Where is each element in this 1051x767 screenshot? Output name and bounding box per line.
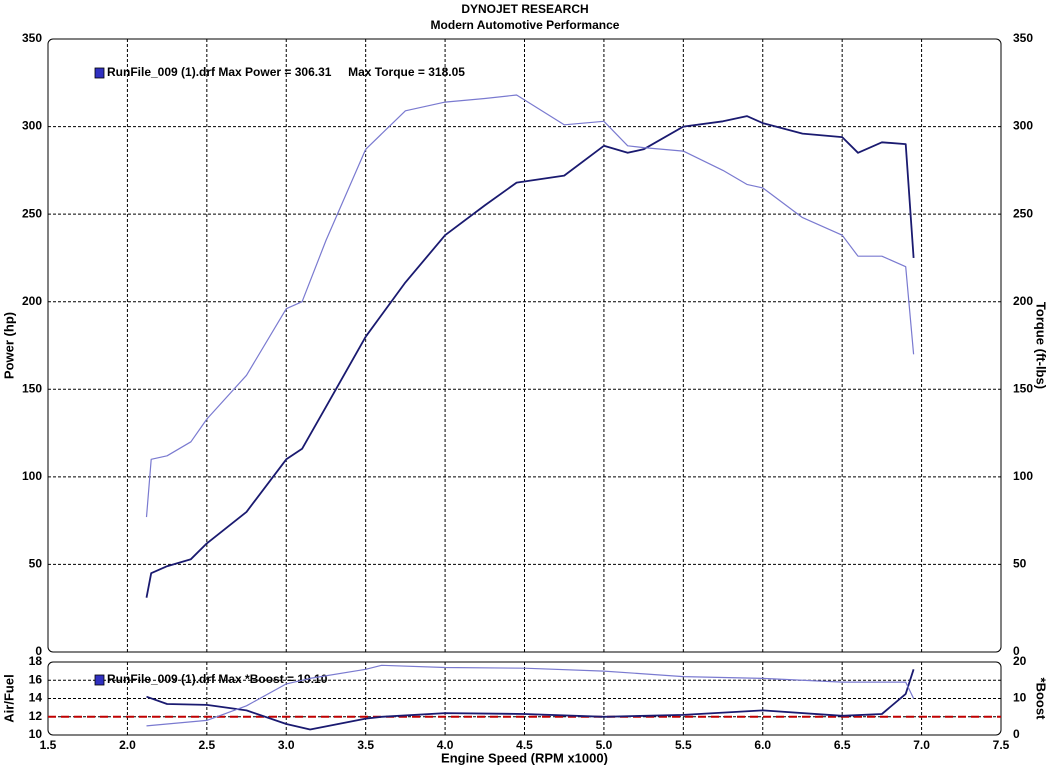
y-tick-label: 12: [29, 709, 43, 723]
x-tick-label: 4.0: [437, 738, 454, 752]
y2-tick-label: 0: [1013, 644, 1020, 658]
chart-title: DYNOJET RESEARCH: [461, 2, 588, 16]
x-axis-label: Engine Speed (RPM x1000): [441, 750, 608, 765]
y2-tick-label: 150: [1013, 381, 1033, 395]
y2-tick-label: 200: [1013, 294, 1033, 308]
y2-axis-label: *Boost: [1034, 678, 1049, 721]
y-tick-label: 14: [29, 691, 43, 705]
x-tick-label: 4.5: [516, 738, 533, 752]
y2-tick-label: 10: [1013, 691, 1027, 705]
y-tick-label: 150: [22, 381, 42, 395]
y-tick-label: 10: [29, 727, 43, 741]
series-line: [146, 664, 915, 727]
x-tick-label: 6.0: [754, 738, 771, 752]
y2-tick-label: 300: [1013, 119, 1033, 133]
x-tick-label: 5.5: [675, 738, 692, 752]
series-line: [146, 669, 915, 731]
x-tick-label: 3.5: [357, 738, 374, 752]
y-axis-label: Power (hp): [1, 312, 16, 379]
y-tick-label: 0: [35, 644, 42, 658]
y2-tick-label: 350: [1013, 31, 1033, 45]
y-tick-label: 18: [29, 654, 43, 668]
y2-tick-label: 250: [1013, 206, 1033, 220]
y-tick-label: 300: [22, 119, 42, 133]
x-tick-label: 2.0: [119, 738, 136, 752]
x-tick-label: 1.5: [40, 738, 57, 752]
x-tick-label: 7.0: [913, 738, 930, 752]
y-tick-label: 50: [29, 557, 43, 571]
chart-subtitle: Modern Automotive Performance: [431, 18, 620, 32]
legend-swatch: [94, 67, 105, 79]
x-tick-label: 6.5: [834, 738, 851, 752]
y-tick-label: 200: [22, 294, 42, 308]
legend-text: RunFile_009 (1).drf Max *Boost = 19.10: [107, 672, 328, 686]
y-tick-label: 250: [22, 206, 42, 220]
x-tick-label: 7.5: [993, 738, 1010, 752]
series-line: [145, 115, 915, 598]
x-tick-label: 2.5: [198, 738, 215, 752]
x-tick-label: 5.0: [596, 738, 613, 752]
series-line: [145, 94, 915, 518]
y-tick-label: 350: [22, 31, 42, 45]
x-tick-label: 3.0: [278, 738, 295, 752]
y2-tick-label: 20: [1013, 654, 1027, 668]
y2-axis-label: Torque (ft-lbs): [1034, 302, 1049, 389]
y2-tick-label: 50: [1013, 557, 1027, 571]
y2-tick-label: 0: [1013, 727, 1020, 741]
y2-tick-label: 100: [1013, 469, 1033, 483]
legend-swatch: [94, 674, 105, 686]
y-tick-label: 100: [22, 469, 42, 483]
y-axis-label: Air/Fuel: [1, 674, 16, 722]
y-tick-label: 16: [29, 672, 43, 686]
legend-text: RunFile_009 (1).drf Max Power = 306.31 M…: [107, 65, 465, 79]
